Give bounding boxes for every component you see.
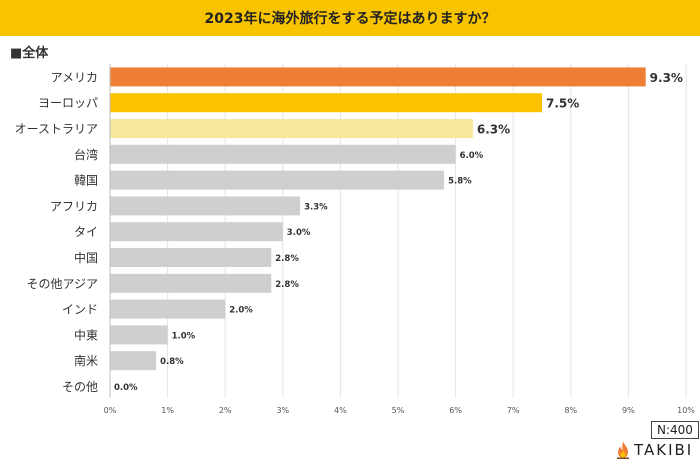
bar <box>110 119 473 138</box>
sample-size-badge: N:400 <box>651 421 699 439</box>
category-label: オーストラリア <box>15 122 98 136</box>
data-label: 3.3% <box>304 202 328 212</box>
data-label: 3.0% <box>287 228 311 238</box>
title-bar: 2023年に海外旅行をする予定はありますか？ <box>0 0 700 36</box>
chart-subtitle: ■全体 <box>10 46 49 61</box>
data-label: 6.3% <box>477 123 510 137</box>
x-tick-label: 2% <box>219 406 232 415</box>
brand-logo: TAKIBI <box>615 441 693 459</box>
category-label: タイ <box>74 225 98 239</box>
bar <box>110 222 283 242</box>
category-label: ヨーロッパ <box>38 96 98 110</box>
bar <box>110 196 301 216</box>
data-label: 0.8% <box>160 357 184 367</box>
category-label: 中東 <box>74 327 98 342</box>
data-label: 9.3% <box>650 71 683 85</box>
bar <box>110 351 157 371</box>
category-label: その他アジア <box>26 277 98 291</box>
data-label: 1.0% <box>172 331 196 341</box>
category-label: 韓国 <box>74 174 98 188</box>
bar <box>110 325 168 345</box>
x-tick-label: 9% <box>622 406 635 415</box>
bar <box>110 273 272 293</box>
category-label: アフリカ <box>50 199 98 213</box>
data-label: 2.8% <box>275 254 299 264</box>
chart-title: 2023年に海外旅行をする予定はありますか？ <box>204 11 496 27</box>
data-label: 2.8% <box>275 280 299 290</box>
x-tick-label: 3% <box>276 406 289 415</box>
x-tick-label: 7% <box>507 406 520 415</box>
x-tick-label: 1% <box>161 406 174 415</box>
bar-chart: 0% 1% 2% 3% 4% 5% 6% 7% 8% 9% 10% アメリカ 9.3% ヨーロッパ 7.5%… <box>15 64 695 415</box>
data-label: 6.0% <box>460 151 484 161</box>
data-label: 5.8% <box>448 177 472 187</box>
category-label: その他 <box>62 380 98 394</box>
bar <box>110 170 445 190</box>
bar <box>110 93 542 113</box>
data-label: 2.0% <box>229 306 253 316</box>
x-tick-label: 8% <box>564 406 577 415</box>
flame-icon <box>617 441 629 459</box>
category-label: 中国 <box>74 250 98 265</box>
bar <box>110 248 272 267</box>
x-tick-label: 4% <box>334 406 347 415</box>
data-label: 7.5% <box>546 97 579 111</box>
bar <box>110 144 456 164</box>
x-tick-label: 0% <box>104 406 117 415</box>
category-label: インド <box>62 303 98 317</box>
x-tick-label: 5% <box>392 406 405 415</box>
brand-name: TAKIBI <box>634 441 694 459</box>
bar <box>110 67 646 87</box>
category-label: 南米 <box>74 353 98 368</box>
category-label: 台湾 <box>74 147 98 162</box>
category-label: アメリカ <box>51 70 98 84</box>
bar <box>110 299 226 319</box>
x-tick-label: 10% <box>677 406 695 415</box>
x-tick-label: 6% <box>449 406 462 415</box>
data-label: 0.0% <box>114 383 138 393</box>
